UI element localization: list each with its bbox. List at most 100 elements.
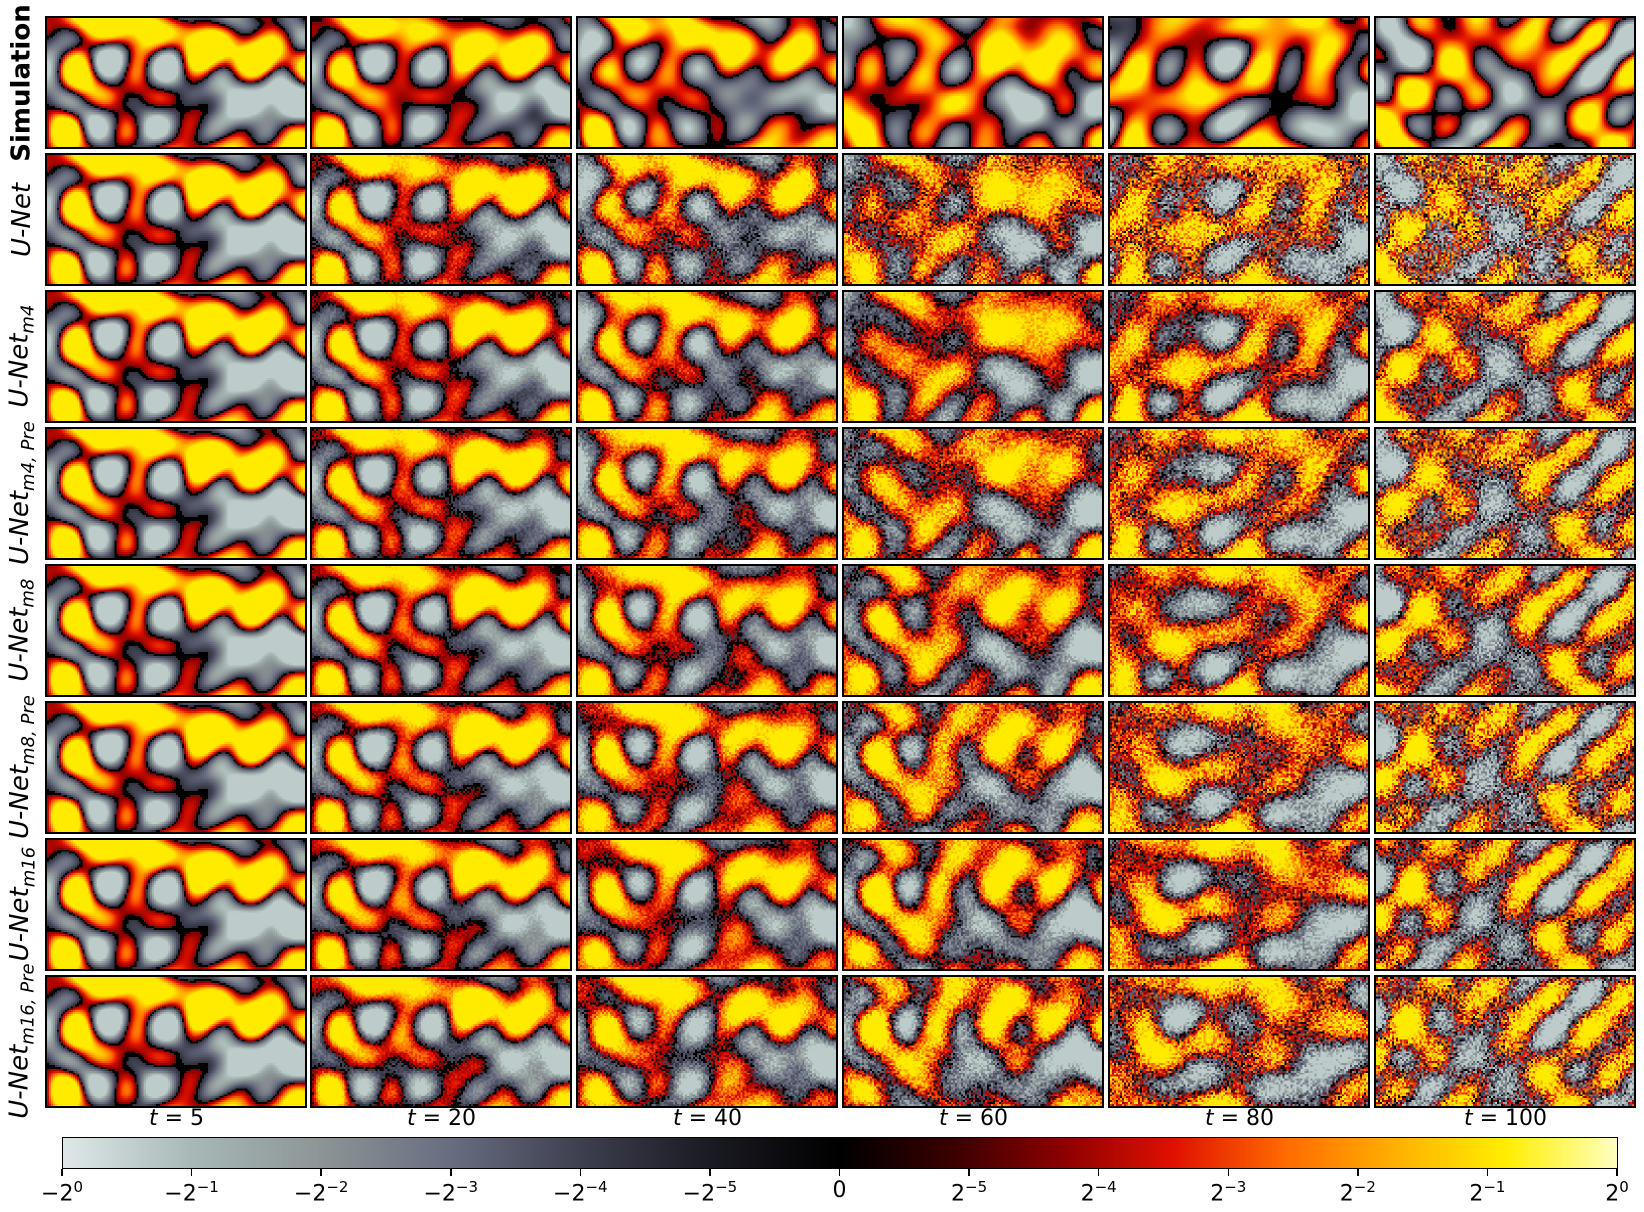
field-image <box>312 840 570 969</box>
row-label-subscript: m8, Pre <box>18 695 40 766</box>
field-image <box>1110 977 1368 1106</box>
row-label: Simulation <box>0 4 44 161</box>
field-image <box>312 977 570 1106</box>
field-panel <box>310 975 572 1108</box>
row-label: U-Net <box>0 153 44 286</box>
field-panel <box>842 16 1104 149</box>
field-panel <box>576 427 838 560</box>
field-image <box>1376 977 1634 1106</box>
field-image <box>578 292 836 421</box>
colorbar-tick <box>1227 1169 1229 1176</box>
colorbar-tick-label: −2−2 <box>293 1178 349 1207</box>
field-panel <box>1374 16 1636 149</box>
field-panel <box>310 564 572 697</box>
field-panel <box>576 290 838 423</box>
field-panel <box>310 701 572 834</box>
field-image <box>844 566 1102 695</box>
field-image <box>578 429 836 558</box>
field-image <box>312 155 570 284</box>
field-image <box>844 18 1102 147</box>
field-panel <box>1108 838 1370 971</box>
field-panel <box>310 427 572 560</box>
colorbar-tick-label: 2−4 <box>1080 1178 1117 1207</box>
row-label-subscript: m4, Pre <box>18 421 40 492</box>
field-panel <box>1108 290 1370 423</box>
colorbar-tick-label: 2−1 <box>1469 1178 1506 1207</box>
field-panel <box>310 153 572 286</box>
field-panel <box>576 701 838 834</box>
field-panel <box>1374 427 1636 560</box>
field-image <box>578 155 836 284</box>
colorbar-tick <box>838 1169 841 1176</box>
field-panel <box>45 701 307 834</box>
colorbar-tick <box>61 1169 63 1176</box>
field-panel <box>1108 16 1370 149</box>
colorbar-tick <box>1486 1169 1489 1176</box>
field-panel <box>842 427 1104 560</box>
field-image <box>844 977 1102 1106</box>
field-image <box>844 292 1102 421</box>
field-image <box>844 840 1102 969</box>
colorbar-tick <box>968 1169 970 1176</box>
field-image <box>578 977 836 1106</box>
row-label-subscript: m16 <box>18 847 40 888</box>
field-image <box>312 566 570 695</box>
field-panel <box>842 838 1104 971</box>
field-panel <box>45 427 307 560</box>
row-label: U-Netm16 <box>0 838 44 971</box>
field-panel <box>1374 838 1636 971</box>
field-panel <box>576 153 838 286</box>
colorbar-tick <box>320 1169 322 1176</box>
field-panel <box>1108 153 1370 286</box>
column-label: t = 80 <box>1204 1106 1275 1131</box>
row-label: U-Netm16, Pre <box>0 964 44 1119</box>
field-image <box>1110 566 1368 695</box>
field-panel <box>576 564 838 697</box>
field-image <box>47 977 305 1106</box>
field-panel <box>1374 975 1636 1108</box>
row-label-text: U-Net <box>4 333 35 409</box>
row-label-text: Simulation <box>7 3 38 162</box>
field-panel <box>1108 564 1370 697</box>
field-image <box>1110 155 1368 284</box>
field-image <box>1110 840 1368 969</box>
row-label-text: U-Net <box>4 607 35 683</box>
column-label: t = 60 <box>938 1106 1009 1131</box>
field-panel <box>576 975 838 1108</box>
field-panel <box>45 564 307 697</box>
colorbar-tick-label: −2−4 <box>553 1178 608 1207</box>
field-panel <box>1374 290 1636 423</box>
field-panel <box>576 16 838 149</box>
field-image <box>1110 429 1368 558</box>
row-label-text: U-Net <box>4 491 35 566</box>
field-image <box>1376 566 1634 695</box>
field-image <box>1376 18 1634 147</box>
colorbar-tick-label: 2−3 <box>1210 1178 1247 1207</box>
field-image <box>1110 292 1368 421</box>
field-panel <box>576 838 838 971</box>
field-panel <box>310 838 572 971</box>
colorbar-tick-label: −2−5 <box>682 1178 738 1207</box>
field-image <box>1110 703 1368 832</box>
row-label: U-Netm8, Pre <box>0 696 44 840</box>
colorbar-tick-label: 0 <box>832 1178 847 1203</box>
colorbar-tick-label: 2−5 <box>951 1178 988 1207</box>
field-image <box>47 292 305 421</box>
row-label-subscript: m16, Pre <box>18 963 40 1046</box>
field-image <box>312 18 570 147</box>
colorbar-tick-label: 20 <box>1605 1178 1629 1207</box>
row-label-text: U-Net <box>7 182 37 257</box>
field-panel <box>45 975 307 1108</box>
field-panel <box>1108 701 1370 834</box>
field-image <box>47 18 305 147</box>
field-image <box>47 155 305 284</box>
field-panel <box>842 153 1104 286</box>
field-panel <box>45 838 307 971</box>
colorbar-tick <box>579 1169 582 1176</box>
row-label-subscript: m8 <box>18 578 40 608</box>
field-image <box>844 703 1102 832</box>
field-image <box>312 429 570 558</box>
field-image <box>1376 292 1634 421</box>
field-panel <box>310 290 572 423</box>
column-label: t = 100 <box>1463 1106 1548 1131</box>
